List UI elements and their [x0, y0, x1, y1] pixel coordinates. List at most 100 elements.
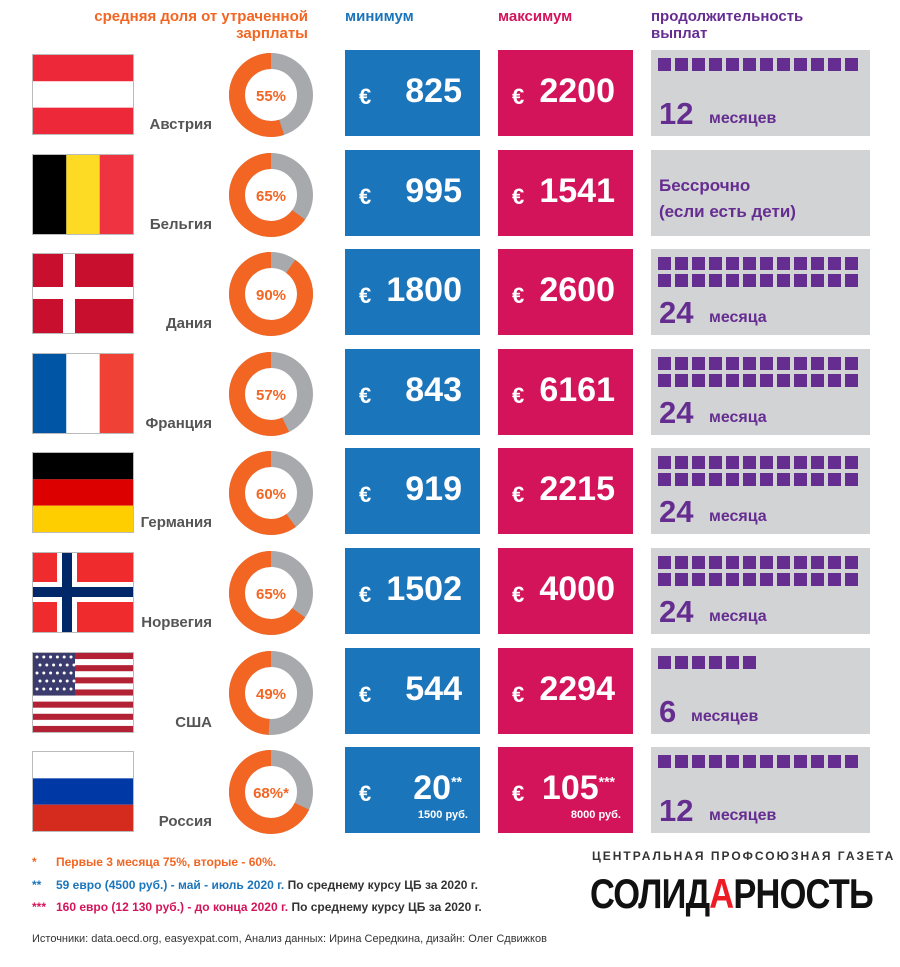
- flag-stripe: [33, 707, 133, 714]
- month-square: [709, 556, 722, 569]
- flag-stripe: [33, 479, 133, 507]
- month-square: [743, 473, 756, 487]
- min-box-value: 843: [405, 370, 462, 409]
- share-donut: 60%: [227, 449, 315, 537]
- share-percent-label: 90%: [256, 287, 286, 304]
- month-square: [811, 755, 824, 769]
- month-square: [811, 356, 824, 370]
- share-percent-label: 65%: [256, 188, 286, 205]
- austria-flag: [32, 54, 134, 135]
- month-square: [760, 356, 773, 370]
- duration-unit: месяцев: [691, 707, 759, 725]
- footnote-3: *** 160 евро (12 130 руб.) - до конца 202…: [32, 900, 482, 914]
- country-row: Австрия 55% €825 €2200 12 месяцев: [0, 50, 900, 149]
- flag-star: [55, 655, 59, 659]
- share-donut: 68%*: [227, 748, 315, 836]
- header-share: средняя доля от утраченной зарплаты: [0, 8, 308, 42]
- flag-stripe: [33, 719, 133, 726]
- donut-share-arc: [229, 152, 313, 237]
- month-square: [828, 274, 841, 288]
- country-row: Бельгия 65% €995 €1541 Бессрочно (если есть д…: [0, 149, 900, 249]
- footnote-3-extra: По среднему курсу ЦБ за 2020 г.: [291, 900, 482, 914]
- flag-stripe: [33, 664, 133, 672]
- flag-star: [55, 671, 59, 675]
- flag-stripe: [33, 725, 133, 732]
- max-box: €1541: [498, 149, 633, 236]
- month-square: [709, 573, 722, 586]
- month-square: [658, 573, 671, 586]
- month-square: [777, 373, 790, 387]
- duration-month-squares: [658, 556, 868, 590]
- flag-star: [45, 679, 49, 683]
- month-square: [692, 456, 705, 470]
- month-square: [794, 473, 807, 487]
- min-box: €1800: [345, 249, 480, 336]
- flag-star: [42, 687, 46, 691]
- euro-sign: €: [359, 183, 372, 209]
- duration-box: 6 месяцев: [651, 647, 870, 734]
- flag-stripe: [33, 652, 133, 659]
- month-square: [692, 655, 705, 669]
- month-square: [675, 473, 688, 487]
- header-share-line1: средняя доля от утраченной: [94, 8, 308, 25]
- month-square: [709, 755, 722, 769]
- flag-stripe: [33, 154, 67, 234]
- flag-stripe: [33, 81, 133, 108]
- flag-stripe: [99, 154, 133, 234]
- min-box: €919: [345, 448, 480, 535]
- france-flag: [32, 352, 134, 434]
- flag-stripe: [33, 658, 133, 666]
- footnote-1-marker: *: [32, 855, 37, 869]
- month-square: [794, 257, 807, 271]
- month-square: [794, 356, 807, 370]
- month-square: [794, 573, 807, 586]
- max-box: €2600: [498, 249, 633, 336]
- month-square: [760, 274, 773, 288]
- min-box-value: 919: [405, 470, 462, 509]
- month-square: [845, 356, 858, 370]
- duration-box: 12 месяцев: [651, 747, 870, 834]
- flag-stripe: [33, 670, 133, 678]
- footnote-2-text: 59 евро (4500 руб.) - май - июль 2020 г.: [56, 878, 285, 892]
- month-square: [811, 456, 824, 470]
- max-box-value: 2600: [539, 271, 615, 310]
- month-square: [828, 356, 841, 370]
- month-square: [777, 456, 790, 470]
- header-duration-line1: продолжительность: [651, 8, 804, 25]
- duration-text-line1: Бессрочно: [659, 175, 751, 195]
- max-box: €6161: [498, 348, 633, 435]
- month-square: [692, 274, 705, 288]
- month-square: [726, 473, 739, 487]
- month-square: [743, 257, 756, 271]
- min-box-rub: 1500 руб.: [417, 809, 468, 822]
- share-donut: 65%: [227, 151, 315, 239]
- month-square: [675, 356, 688, 370]
- euro-sign: €: [359, 681, 372, 707]
- month-square: [675, 274, 688, 288]
- month-square: [777, 556, 790, 569]
- country-row: Россия 68%* €20** 1500 руб. €105*** 8000 руб.…: [0, 747, 900, 846]
- month-square: [726, 556, 739, 569]
- flag-stripe: [66, 154, 100, 234]
- country-name: Норвегия: [141, 614, 212, 631]
- month-square: [760, 556, 773, 569]
- month-square: [777, 257, 790, 271]
- flag-stripe: [33, 453, 133, 480]
- flag-stripe: [33, 506, 133, 533]
- max-box: €2294: [498, 647, 633, 734]
- month-square: [811, 274, 824, 288]
- month-square: [675, 257, 688, 271]
- flag-star: [35, 687, 39, 691]
- share-percent-label: 60%: [256, 486, 286, 503]
- month-square: [828, 257, 841, 271]
- month-square: [675, 58, 688, 71]
- month-square: [692, 755, 705, 769]
- min-box-value: 825: [405, 72, 462, 110]
- month-square: [811, 573, 824, 586]
- month-square: [828, 58, 841, 71]
- header-min: минимум: [345, 8, 414, 25]
- month-square: [658, 755, 671, 769]
- month-square: [794, 755, 807, 769]
- min-box: €544: [345, 647, 480, 734]
- duration-box: Бессрочно (если есть дети): [651, 149, 870, 236]
